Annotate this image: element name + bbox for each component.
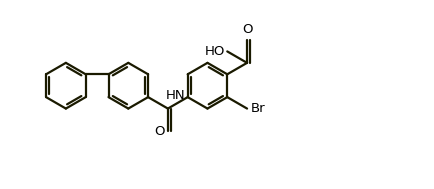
Text: HN: HN — [165, 89, 185, 102]
Text: Br: Br — [250, 102, 265, 115]
Text: O: O — [241, 23, 252, 36]
Text: O: O — [154, 125, 164, 138]
Text: HO: HO — [204, 45, 224, 58]
